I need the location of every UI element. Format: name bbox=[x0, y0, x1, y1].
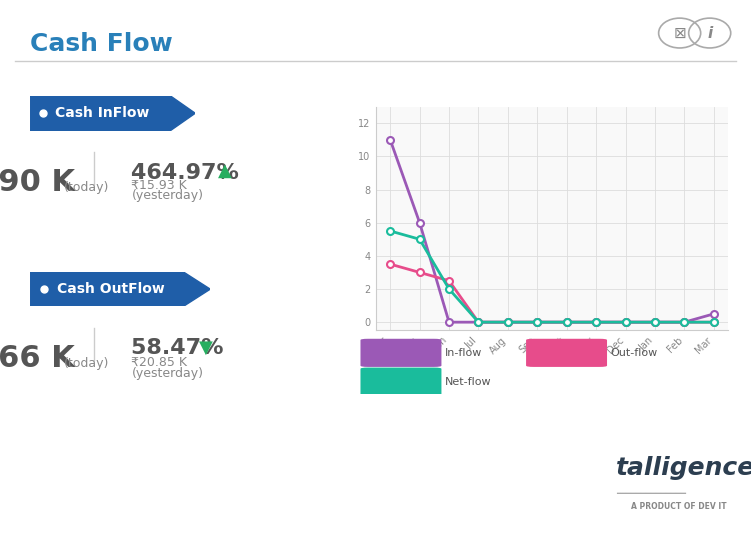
Text: A PRODUCT OF DEV IT: A PRODUCT OF DEV IT bbox=[631, 502, 726, 511]
Text: ▼: ▼ bbox=[199, 338, 213, 357]
FancyBboxPatch shape bbox=[360, 339, 442, 367]
FancyBboxPatch shape bbox=[526, 339, 607, 367]
Text: Cash Flow: Cash Flow bbox=[30, 32, 173, 56]
Text: 464.97%: 464.97% bbox=[131, 163, 247, 183]
Polygon shape bbox=[30, 96, 195, 131]
FancyBboxPatch shape bbox=[360, 368, 442, 395]
Text: ₹90 K: ₹90 K bbox=[0, 168, 75, 197]
Text: i: i bbox=[707, 26, 712, 41]
Text: 58.47%: 58.47% bbox=[131, 338, 231, 359]
Text: ₹20.85 K: ₹20.85 K bbox=[131, 356, 188, 369]
Text: ━━━━━━━━━━━━━━: ━━━━━━━━━━━━━━ bbox=[616, 489, 686, 498]
Text: Cash OutFlow: Cash OutFlow bbox=[57, 282, 164, 296]
Polygon shape bbox=[30, 272, 210, 306]
Text: (today): (today) bbox=[64, 357, 109, 370]
Text: ₹8.66 K: ₹8.66 K bbox=[0, 344, 75, 373]
Text: ⊠: ⊠ bbox=[674, 26, 686, 41]
Text: (today): (today) bbox=[64, 181, 109, 194]
Text: Cash InFlow: Cash InFlow bbox=[55, 106, 149, 120]
Text: (yesterday): (yesterday) bbox=[131, 367, 204, 379]
Text: (yesterday): (yesterday) bbox=[131, 189, 204, 202]
Text: talligence: talligence bbox=[616, 456, 751, 480]
Text: Net-flow: Net-flow bbox=[445, 377, 492, 386]
Text: ₹15.93 K: ₹15.93 K bbox=[131, 179, 187, 191]
Text: Out-flow: Out-flow bbox=[611, 348, 658, 358]
Text: In-flow: In-flow bbox=[445, 348, 482, 358]
Text: ▲: ▲ bbox=[218, 161, 231, 180]
